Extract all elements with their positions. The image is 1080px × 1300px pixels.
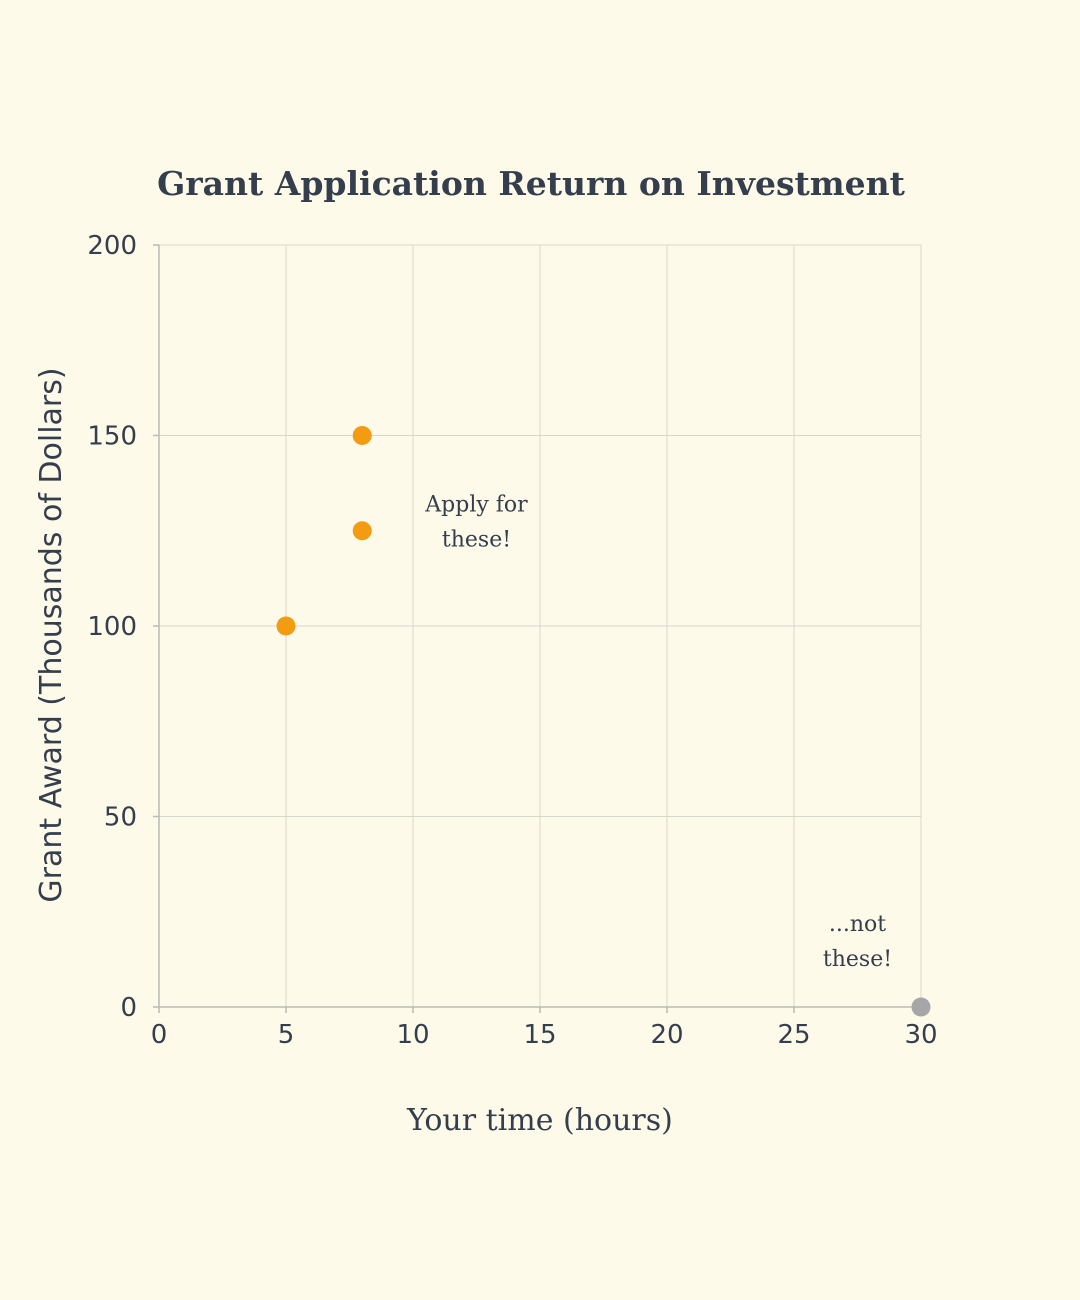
x-tick-label: 0 [151,1020,168,1050]
data-points [276,426,931,1017]
axes [153,244,922,1013]
annotation-line: ...not [829,912,886,937]
tick-labels: 0 5 10 15 20 25 30 0 50 100 150 200 [87,231,937,1050]
y-tick-label: 150 [87,422,137,452]
y-tick-label: 50 [104,803,137,833]
annotation-line: these! [823,947,892,972]
x-tick-label: 10 [396,1020,429,1050]
data-point [352,521,372,541]
x-axis-title: Your time (hours) [406,1103,673,1138]
x-tick-label: 30 [904,1020,937,1050]
y-axis-title: Grant Award (Thousands of Dollars) [34,367,69,902]
y-tick-label: 100 [87,612,137,642]
annotation-line: these! [442,528,511,553]
annotation: ...not these! [823,912,892,972]
x-tick-label: 5 [278,1020,295,1050]
chart-title: Grant Application Return on Investment [157,164,906,203]
y-tick-label: 200 [87,231,137,261]
data-point [911,997,931,1017]
annotations: Apply for these! ...not these! [424,493,892,972]
x-tick-label: 15 [523,1020,556,1050]
x-tick-label: 25 [777,1020,810,1050]
y-tick-label: 0 [120,993,137,1023]
annotation-line: Apply for [424,493,528,518]
data-point [276,616,296,636]
x-tick-label: 20 [650,1020,683,1050]
annotation: Apply for these! [424,493,528,553]
data-point [352,426,372,445]
grid [159,244,922,1007]
